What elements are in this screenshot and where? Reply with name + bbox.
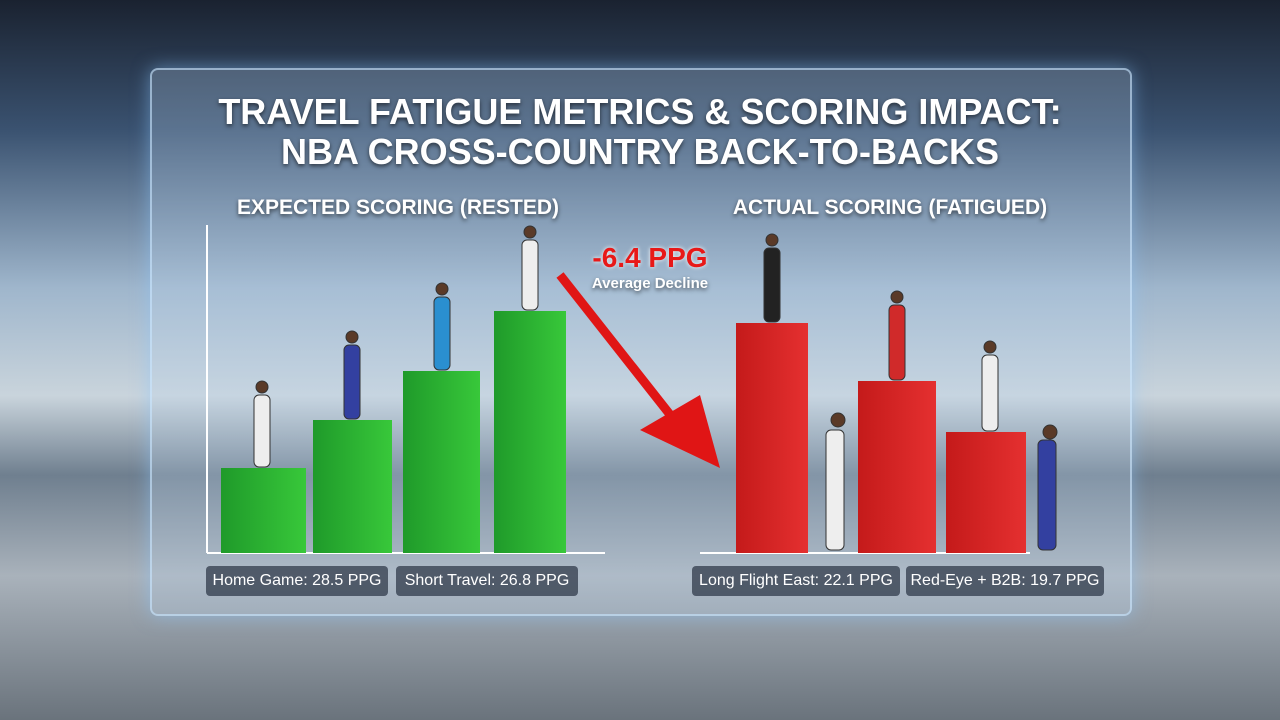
- bar: [858, 381, 936, 553]
- decline-value: -6.4 PPG: [592, 242, 708, 273]
- bar: [946, 432, 1026, 553]
- title: NBA CROSS-COUNTRY BACK-TO-BACKS: [281, 131, 999, 172]
- players: [253, 225, 1058, 551]
- decline-arrow: [556, 272, 720, 468]
- bar: [494, 311, 566, 553]
- bar: [313, 420, 392, 553]
- bar-label: Home Game: 28.5 PPG: [206, 566, 388, 596]
- bar: [221, 468, 306, 553]
- decline-label: Average Decline: [591, 275, 709, 292]
- bar: [403, 371, 480, 553]
- bar-label: Short Travel: 26.8 PPG: [396, 566, 578, 596]
- bar: [736, 323, 808, 553]
- panel-heading: ACTUAL SCORING (FATIGUED): [732, 196, 1048, 219]
- bar-label: Long Flight East: 22.1 PPG: [692, 566, 900, 596]
- panel-heading: EXPECTED SCORING (RESTED): [236, 196, 560, 219]
- bar-label: Red-Eye + B2B: 19.7 PPG: [906, 566, 1104, 596]
- title: TRAVEL FATIGUE METRICS & SCORING IMPACT:: [218, 91, 1062, 132]
